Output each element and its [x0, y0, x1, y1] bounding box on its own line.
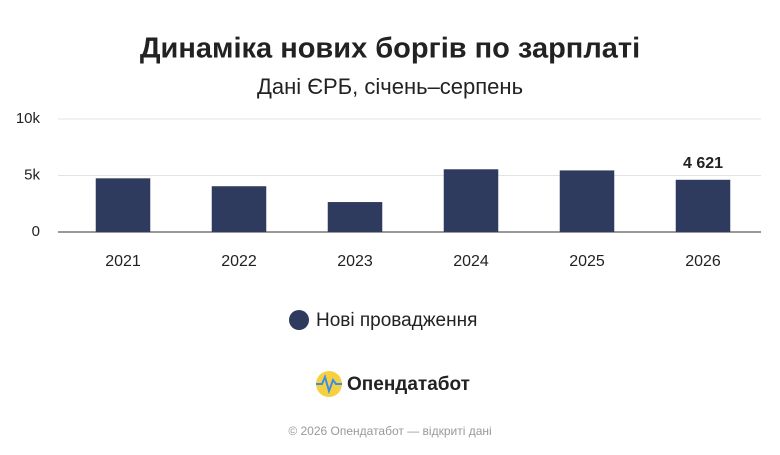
chart-subtitle: Дані ЄРБ, січень–серпень	[257, 74, 523, 99]
x-tick-label: 2023	[337, 253, 373, 270]
bar	[211, 186, 267, 232]
chart-title: Динаміка нових боргів по зарплаті	[140, 33, 640, 65]
bar	[559, 170, 615, 232]
logo-icon	[316, 371, 342, 397]
x-tick-label: 2025	[569, 253, 605, 270]
legend-label: Нові провадження	[316, 310, 477, 331]
footer: © 2026 Опендатабот — відкриті дані	[288, 424, 491, 438]
brand-name: Опендатабот	[347, 374, 470, 395]
bar	[95, 178, 151, 232]
y-tick-label: 5k	[24, 166, 40, 183]
bar	[675, 179, 731, 232]
logo-pulse	[316, 374, 342, 395]
x-tick-label: 2022	[221, 253, 257, 270]
data-label: 4 621	[683, 155, 723, 172]
brand-logo: Опендатабот	[316, 371, 470, 397]
legend-marker	[289, 310, 309, 330]
x-tick-label: 2021	[105, 253, 141, 270]
y-tick-label: 0	[32, 223, 40, 240]
x-tick-label: 2026	[685, 253, 721, 270]
y-tick-label: 10k	[16, 110, 41, 127]
bar	[327, 202, 383, 232]
x-tick-label: 2024	[453, 253, 489, 270]
bar	[443, 169, 499, 232]
